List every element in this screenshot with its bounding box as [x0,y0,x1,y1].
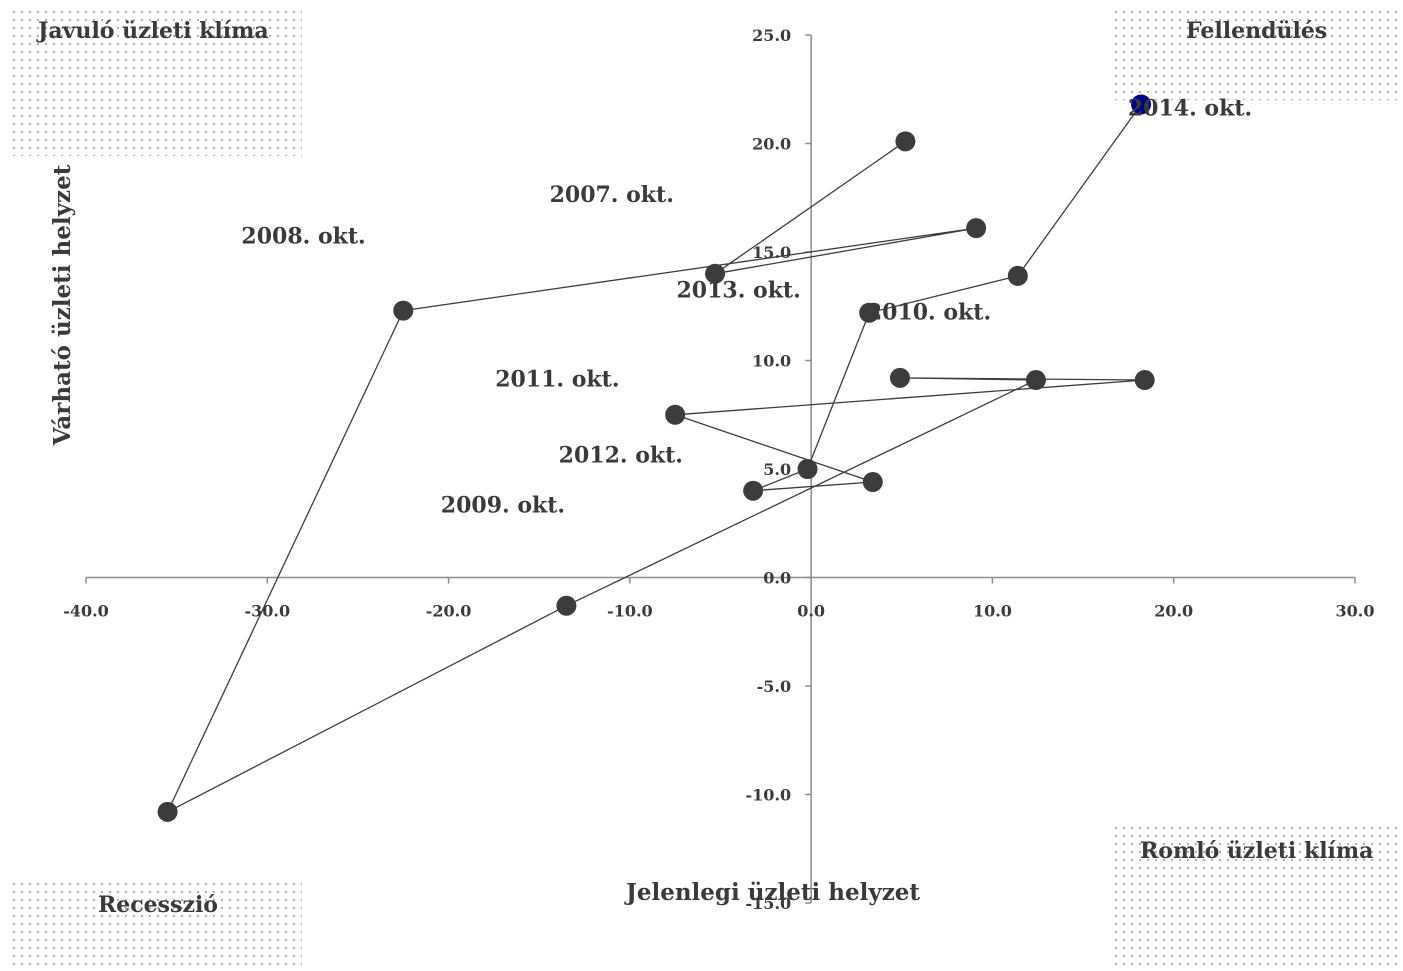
data-point [859,302,880,323]
data-point [157,801,178,822]
series-lines [166,104,1145,814]
data-point [1007,265,1028,286]
point-annotation: 2011. okt. [495,367,619,393]
x-axis-title: Jelenlegi üzleti helyzet [624,879,920,906]
x-tick-label: -30.0 [244,602,290,621]
data-point [665,404,686,425]
point-annotation: 2009. okt. [441,492,565,518]
data-point [966,218,987,239]
data-point [1134,370,1155,391]
data-point-latest [1131,94,1152,115]
data-point [895,131,916,152]
point-annotation: 2013. okt. [676,278,800,304]
y-tick-label: -15.0 [746,894,792,913]
x-tick-label: -40.0 [63,602,109,621]
y-axis-title: Várható üzleti helyzet [49,164,76,446]
quadrant-top-right-label: Fellendülés [1186,18,1328,44]
quadrant-top-right-pattern [1112,8,1402,100]
point-annotation: 2007. okt. [550,182,674,208]
point-annotation: 2010. okt. [867,299,991,325]
data-point [1025,370,1046,391]
y-tick-label: 25.0 [752,26,791,45]
data-point [889,367,910,388]
series-points [157,94,1155,822]
data-point [797,459,818,479]
y-tick-label: 5.0 [763,460,791,479]
y-tick-label: -5.0 [757,677,791,696]
y-tick-label: 0.0 [763,569,791,588]
data-point [556,595,577,616]
y-tick-label: 15.0 [752,243,791,262]
annotations-layer: 2007. okt. 2008. okt. 2013. okt. 2010. okt.… [241,95,1252,518]
series-line [166,104,1145,814]
quadrant-bottom-right-label: Romló üzleti klíma [1140,838,1374,864]
x-tick-label: 10.0 [973,602,1012,621]
x-tick-label: 20.0 [1154,602,1193,621]
data-point [862,472,883,493]
x-tick-label: 30.0 [1336,602,1375,621]
axes-layer: -40.0 -30.0 -20.0 -10.0 0.0 10.0 20.0 30.0 -15.0… [63,26,1374,913]
x-tick-label: -20.0 [426,602,472,621]
data-point [743,480,764,501]
x-tick-label: -10.0 [607,602,653,621]
point-annotation: 2008. okt. [241,223,365,249]
y-tick-label: -10.0 [746,786,792,805]
quadrant-bottom-left-pattern [10,880,302,968]
y-tick-label: 20.0 [752,135,791,154]
quadrant-bottom-left-label: Recesszió [98,892,218,918]
point-annotation: 2014. okt. [1128,95,1252,121]
data-point [705,263,726,284]
y-tick-label: 10.0 [752,352,791,371]
point-annotation: 2012. okt. [559,442,683,468]
quadrant-top-left-label: Javuló üzleti klíma [38,18,269,44]
quadrant-top-left-pattern [10,8,302,156]
x-tick-label: 0.0 [797,602,825,621]
quadrant-bottom-right-pattern [1112,824,1402,968]
data-point [393,300,414,321]
